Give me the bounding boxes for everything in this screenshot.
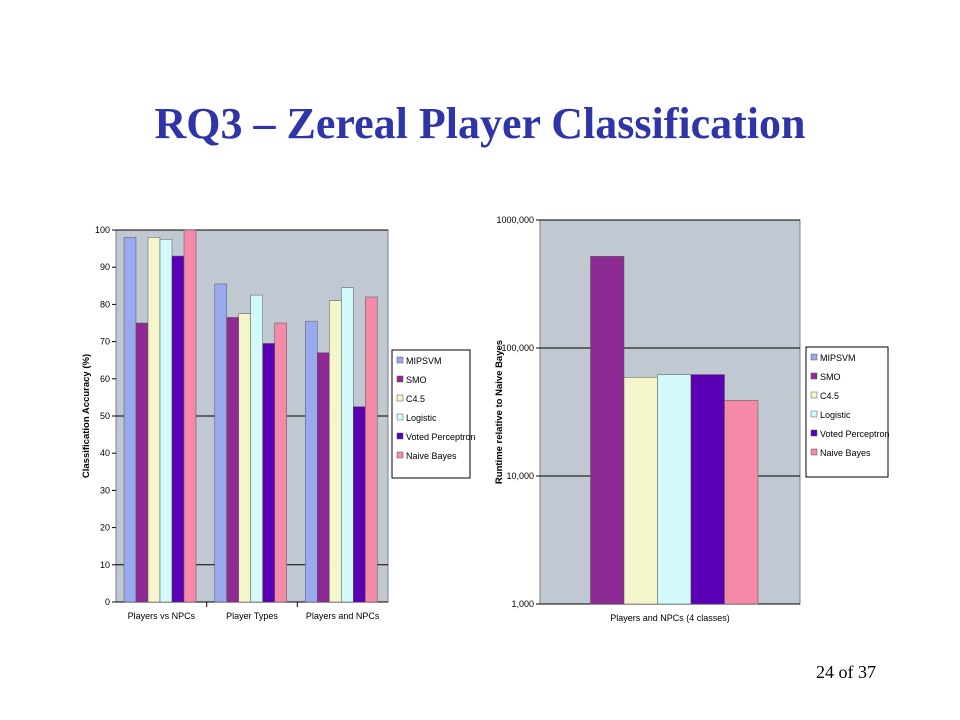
bar-c4-5 [329,300,342,603]
x-category-label: Players vs NPCs [128,611,196,621]
y-tick-label: 90 [100,262,110,272]
legend-swatch [810,353,818,361]
legend [391,349,471,479]
y-tick-label: 70 [100,337,110,347]
legend-entry: SMO [406,375,427,385]
y-tick-label: 1,000 [511,599,534,609]
bar-c4-5 [623,377,658,605]
y-tick-label: 10,000 [506,471,534,481]
legend-swatch [810,410,818,418]
legend-swatch [396,432,404,440]
bar-c4-5 [238,313,251,603]
bar-logistic [159,239,173,603]
bar-voted-perceptron [353,406,366,603]
legend-entry: SMO [820,372,841,382]
x-category-label: Players and NPCs (4 classes) [610,613,730,623]
legend-entry: C4.5 [406,394,425,404]
y-axis-label: Runtime relative to Naive Bayes [494,340,505,484]
y-tick-label: 100 [95,225,110,235]
legend-entry: Voted Perceptron [406,432,476,442]
slide-number: 24 of 37 [816,662,876,682]
y-tick-label: 100,000 [501,343,534,353]
y-tick-label: 50 [100,411,110,421]
accuracy-bar-chart: 0 10 20 30 40 50 60 70 80 90 100 Players vs NPCs Pla… [78,212,478,632]
y-tick-label: 1000,000 [496,215,534,225]
x-category-label: Player Types [226,611,278,621]
bar-mipsvm [305,320,318,603]
bar-smo [317,352,330,603]
y-tick-label: 10 [100,560,110,570]
y-tick-label: 0 [105,597,110,607]
bar-naive-bayes [365,296,378,603]
bar-smo [135,322,149,603]
legend-entry: C4.5 [820,391,839,401]
legend-swatch [810,429,818,437]
page-title: RQ3 – Zereal Player Classification [154,99,806,148]
y-axis-label: Classification Accuracy (%) [81,354,92,478]
y-tick-label: 40 [100,448,110,458]
bar-mipsvm [214,283,227,603]
legend [805,346,889,478]
bar-naive-bayes [183,229,197,603]
legend-swatch [396,451,404,459]
bar-mipsvm [123,237,137,603]
bar-voted-perceptron [262,343,275,603]
bar-smo [226,317,239,603]
legend-swatch [810,448,818,456]
legend-entry: Voted Perceptron [820,429,890,439]
legend-entry: Logistic [820,410,851,420]
legend-swatch [396,413,404,421]
bar-smo [590,256,625,605]
legend-entry: Logistic [406,413,437,423]
legend-swatch [396,394,404,402]
bar-logistic [657,374,692,605]
bar-voted-perceptron [171,255,185,603]
bar-logistic [250,294,263,603]
bar-c4-5 [147,237,161,603]
runtime-log-bar-chart: 1,000 10,000 100,000 1000,000 Players and NP… [490,212,900,632]
bar-naive-bayes [274,322,287,603]
bar-naive-bayes [724,400,759,605]
legend-swatch [396,356,404,364]
legend-swatch [810,372,818,380]
y-tick-label: 20 [100,523,110,533]
legend-entry: MIPSVM [820,353,856,363]
legend-swatch [396,375,404,383]
x-category-label: Players and NPCs [306,611,380,621]
legend-entry: Naive Bayes [406,451,457,461]
y-tick-label: 80 [100,299,110,309]
legend-entry: Naive Bayes [820,448,871,458]
y-tick-label: 30 [100,485,110,495]
legend-entry: MIPSVM [406,356,442,366]
y-tick-label: 60 [100,374,110,384]
bar-logistic [341,287,354,603]
bar-voted-perceptron [690,374,725,605]
legend-swatch [810,391,818,399]
